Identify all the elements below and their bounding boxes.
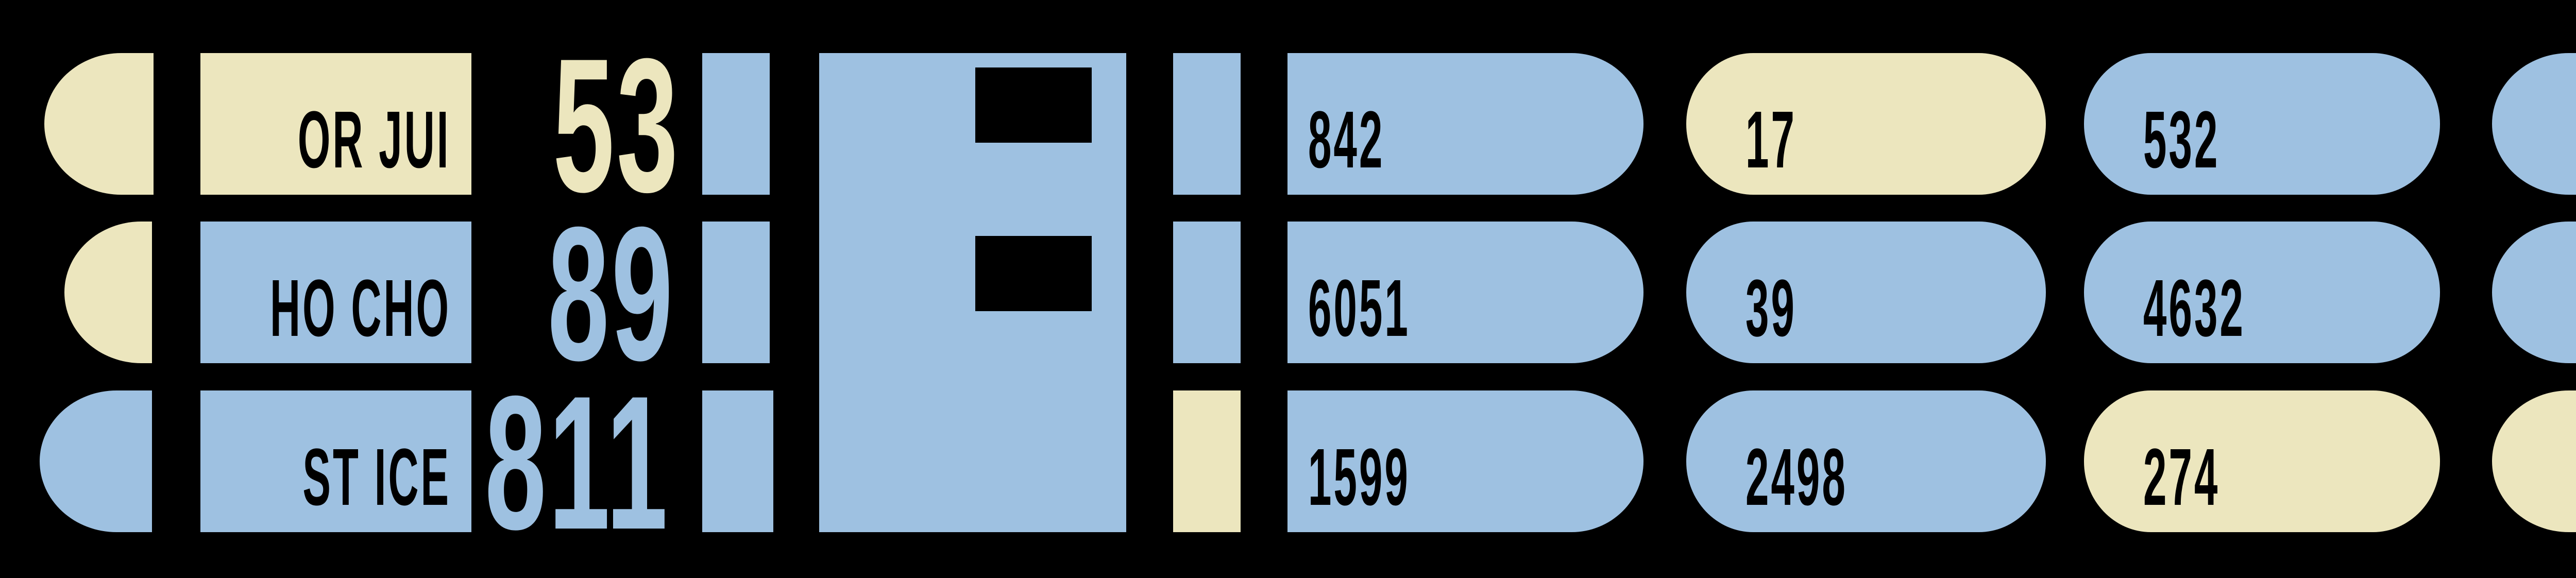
pill-532[interactable] xyxy=(2084,53,2440,195)
label-block-or-jui[interactable] xyxy=(200,53,471,195)
block-842-value: 842 xyxy=(1308,95,1385,185)
big-number-53: 53 xyxy=(552,19,680,232)
block-6051[interactable] xyxy=(1287,222,1643,363)
endcap-no-sal[interactable] xyxy=(2492,390,2576,532)
pill-4632[interactable] xyxy=(2084,222,2440,363)
label-block-ho-cho[interactable] xyxy=(200,222,471,363)
divider-bar[interactable] xyxy=(1173,390,1241,532)
pill-274[interactable] xyxy=(2084,390,2440,532)
divider-bar[interactable] xyxy=(702,53,770,195)
pill-17-value: 17 xyxy=(1745,95,1797,185)
endcap-ho-cho[interactable] xyxy=(64,222,152,363)
endcap-sa-piz[interactable] xyxy=(2492,222,2576,363)
label-block-st-ice[interactable] xyxy=(200,390,471,532)
divider-bar[interactable] xyxy=(702,390,773,532)
slab-left-notch xyxy=(975,67,1092,143)
slab-left-notch xyxy=(975,236,1092,311)
block-6051-value: 6051 xyxy=(1308,263,1410,353)
pill-2498[interactable] xyxy=(1686,390,2046,532)
block-842[interactable] xyxy=(1287,53,1643,195)
block-1599[interactable] xyxy=(1287,390,1643,532)
block-1599-value: 1599 xyxy=(1308,432,1410,522)
pill-274-value: 274 xyxy=(2143,432,2220,522)
pill-17[interactable] xyxy=(1686,53,2046,195)
pill-4632-value: 4632 xyxy=(2143,263,2245,353)
divider-bar[interactable] xyxy=(702,222,770,363)
endcap-st-ice[interactable] xyxy=(40,390,152,532)
label-block-ho-cho-label: HO CHO xyxy=(269,263,451,353)
label-block-st-ice-label: ST ICE xyxy=(302,432,451,522)
big-number-89: 89 xyxy=(547,188,675,400)
pill-2498-value: 2498 xyxy=(1745,432,1848,522)
label-block-or-jui-label: OR JUI xyxy=(298,95,451,185)
big-number-811: 811 xyxy=(484,356,670,569)
divider-bar[interactable] xyxy=(1173,222,1241,363)
endcap-ba-spl[interactable] xyxy=(2492,53,2576,195)
endcap-or-jui[interactable] xyxy=(44,53,154,195)
pill-39[interactable] xyxy=(1686,222,2046,363)
pill-532-value: 532 xyxy=(2143,95,2220,185)
divider-bar[interactable] xyxy=(1173,53,1241,195)
pill-39-value: 39 xyxy=(1745,263,1797,353)
